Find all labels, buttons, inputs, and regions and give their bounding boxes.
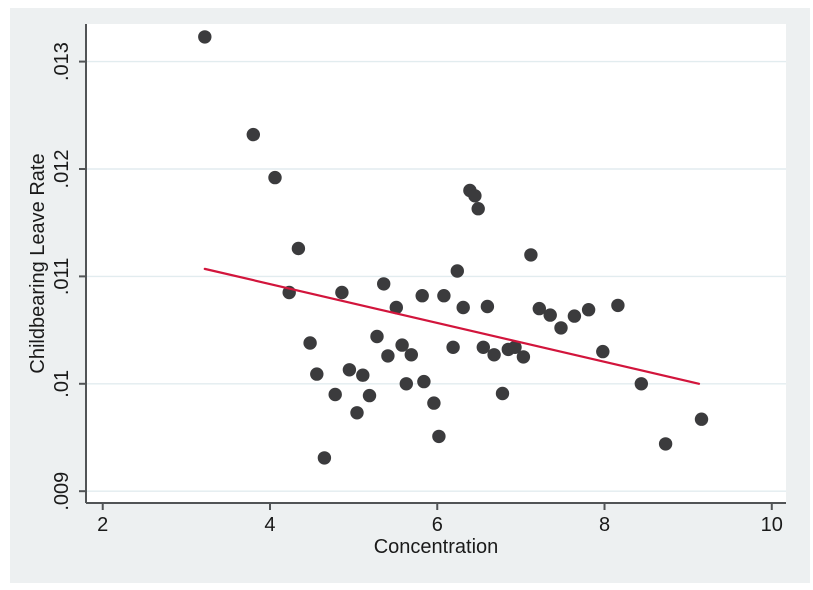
y-tick-label: .012 [51,150,73,189]
data-point [516,350,531,364]
y-tick-label: .009 [51,472,73,511]
plot-area [86,24,786,503]
x-tick-label: 4 [264,514,275,536]
data-point [328,387,342,402]
data-point [415,289,429,303]
data-point [404,348,418,362]
data-point [581,303,596,317]
data-point [634,377,648,391]
y-axis-title: Childbearing Leave Rate [27,153,49,373]
x-tick-label: 2 [97,514,108,536]
y-tick-label: .01 [51,370,73,398]
data-point [417,374,431,389]
data-point [342,363,357,377]
data-point [487,348,501,362]
data-point [611,298,625,313]
data-point [508,340,522,354]
data-point [450,264,464,278]
y-tick-label: .013 [51,42,73,81]
data-point [389,300,403,315]
data-point [268,170,282,185]
data-point [658,437,673,451]
data-point [246,127,260,142]
data-point [335,285,349,300]
data-point [377,277,391,291]
data-point [198,30,212,44]
data-point [399,377,413,391]
data-point [480,299,495,314]
data-point [362,388,377,403]
data-point [350,406,364,420]
data-point [476,340,490,354]
data-point [456,300,470,315]
data-point [437,289,451,303]
x-tick-label: 6 [432,514,443,536]
data-point [370,329,384,344]
data-point [317,451,332,465]
x-tick-label: 10 [761,514,783,536]
data-point [468,189,482,203]
trend-line [203,267,701,385]
y-tick-label: .011 [51,258,73,295]
data-point [567,309,582,323]
data-point [395,338,409,352]
data-point [303,336,317,350]
data-point [596,344,610,359]
data-point [543,308,557,322]
data-point [310,367,324,381]
data-point [554,321,568,335]
data-point [356,368,370,382]
data-point [495,386,510,401]
data-point [471,202,485,216]
data-point [381,349,395,363]
data-point [432,429,446,444]
data-point [532,301,546,316]
data-point [524,248,538,262]
data-point [694,412,709,426]
data-point [291,241,306,256]
x-axis-title: Concentration [374,536,499,558]
data-point [427,396,441,410]
data-point [446,340,460,354]
x-tick-label: 8 [599,514,610,536]
